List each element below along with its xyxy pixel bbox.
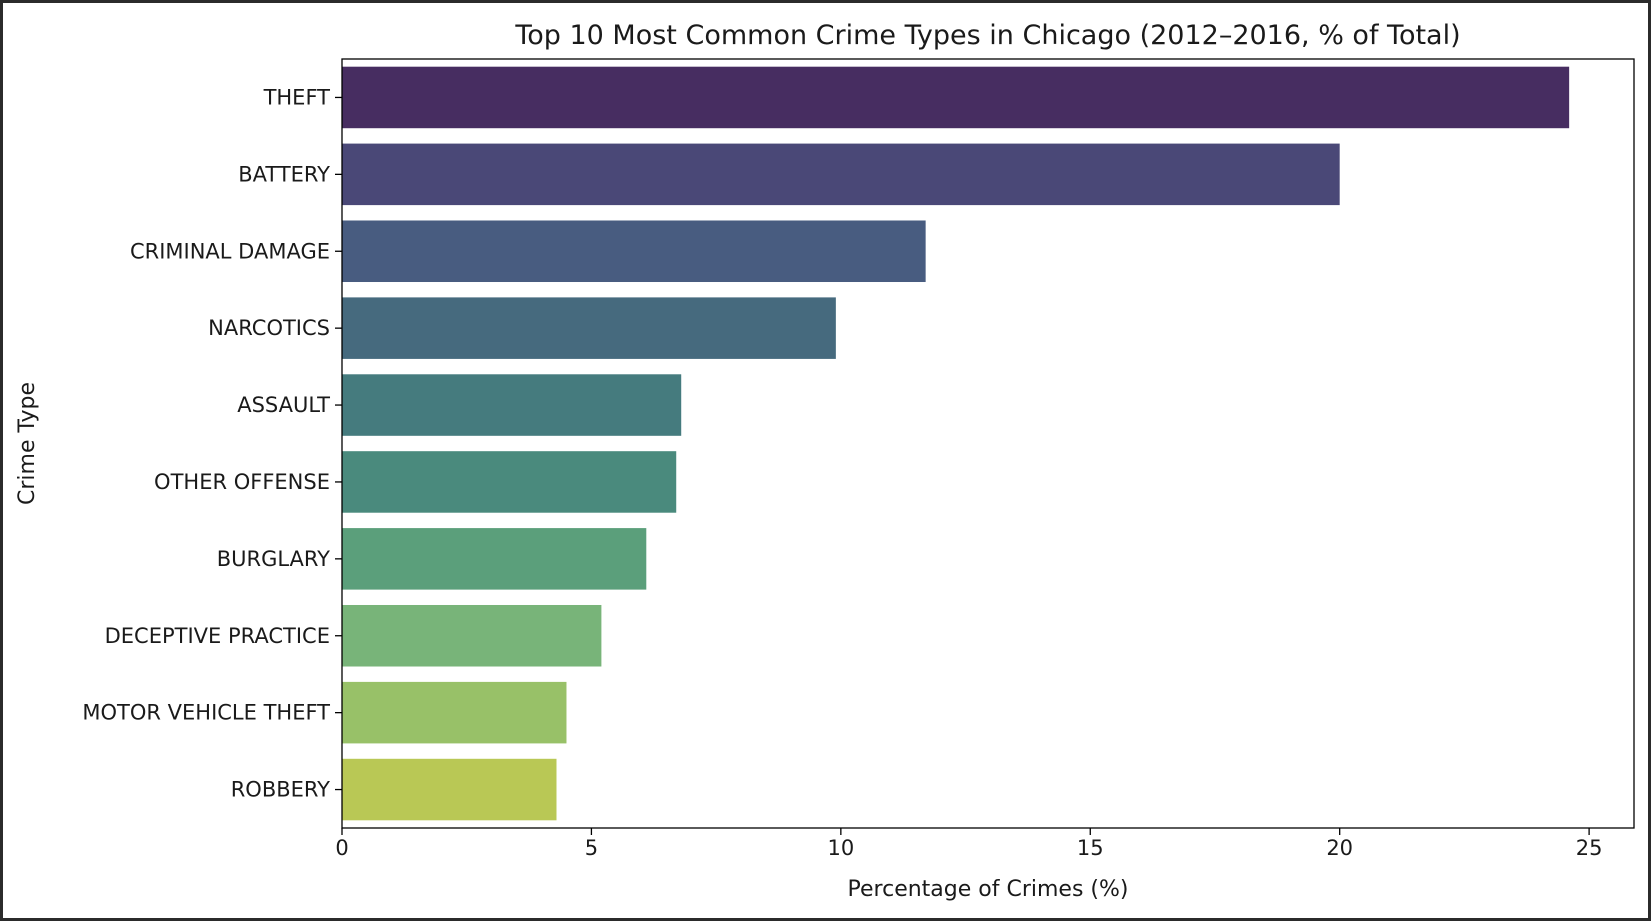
y-axis-label: Crime Type [15,382,40,505]
x-axis-label: Percentage of Crimes (%) [848,877,1129,902]
x-tick-label: 5 [585,836,598,860]
x-tick-label: 25 [1576,836,1603,860]
chart-title: Top 10 Most Common Crime Types in Chicag… [514,20,1460,51]
y-tick-label: DECEPTIVE PRACTICE [105,624,330,648]
bar-battery [342,143,1340,206]
x-tick-label: 10 [827,836,854,860]
bar-burglary [342,528,647,590]
y-tick-label: THEFT [263,85,331,109]
x-tick-label: 15 [1077,836,1104,860]
y-tick-label: MOTOR VEHICLE THEFT [82,701,330,725]
y-tick-label: ROBBERY [231,778,330,802]
bar-robbery [342,758,557,821]
y-axis-ticks: THEFT BATTERY CRIMINAL DAMAGE NARCOTICS ASSA… [82,85,342,802]
bar-criminal-damage [342,220,926,283]
bar-motor-vehicle-theft [342,681,567,744]
bar-theft [342,66,1570,129]
y-tick-label: CRIMINAL DAMAGE [130,239,330,263]
bar-narcotics [342,297,836,359]
x-tick-label: 0 [335,836,348,860]
bars-group [342,66,1570,821]
bar-assault [342,374,682,436]
bar-other-offense [342,451,677,513]
x-tick-label: 20 [1326,836,1353,860]
bar-deceptive-practice [342,604,602,667]
x-axis-ticks: 0 5 10 15 20 25 [335,828,1602,860]
y-tick-label: NARCOTICS [208,316,330,340]
y-tick-label: ASSAULT [237,393,330,417]
y-tick-label: BATTERY [238,162,330,186]
y-tick-label: BURGLARY [217,547,330,571]
plot-area-frame [341,58,1635,829]
y-tick-label: OTHER OFFENSE [154,470,330,494]
